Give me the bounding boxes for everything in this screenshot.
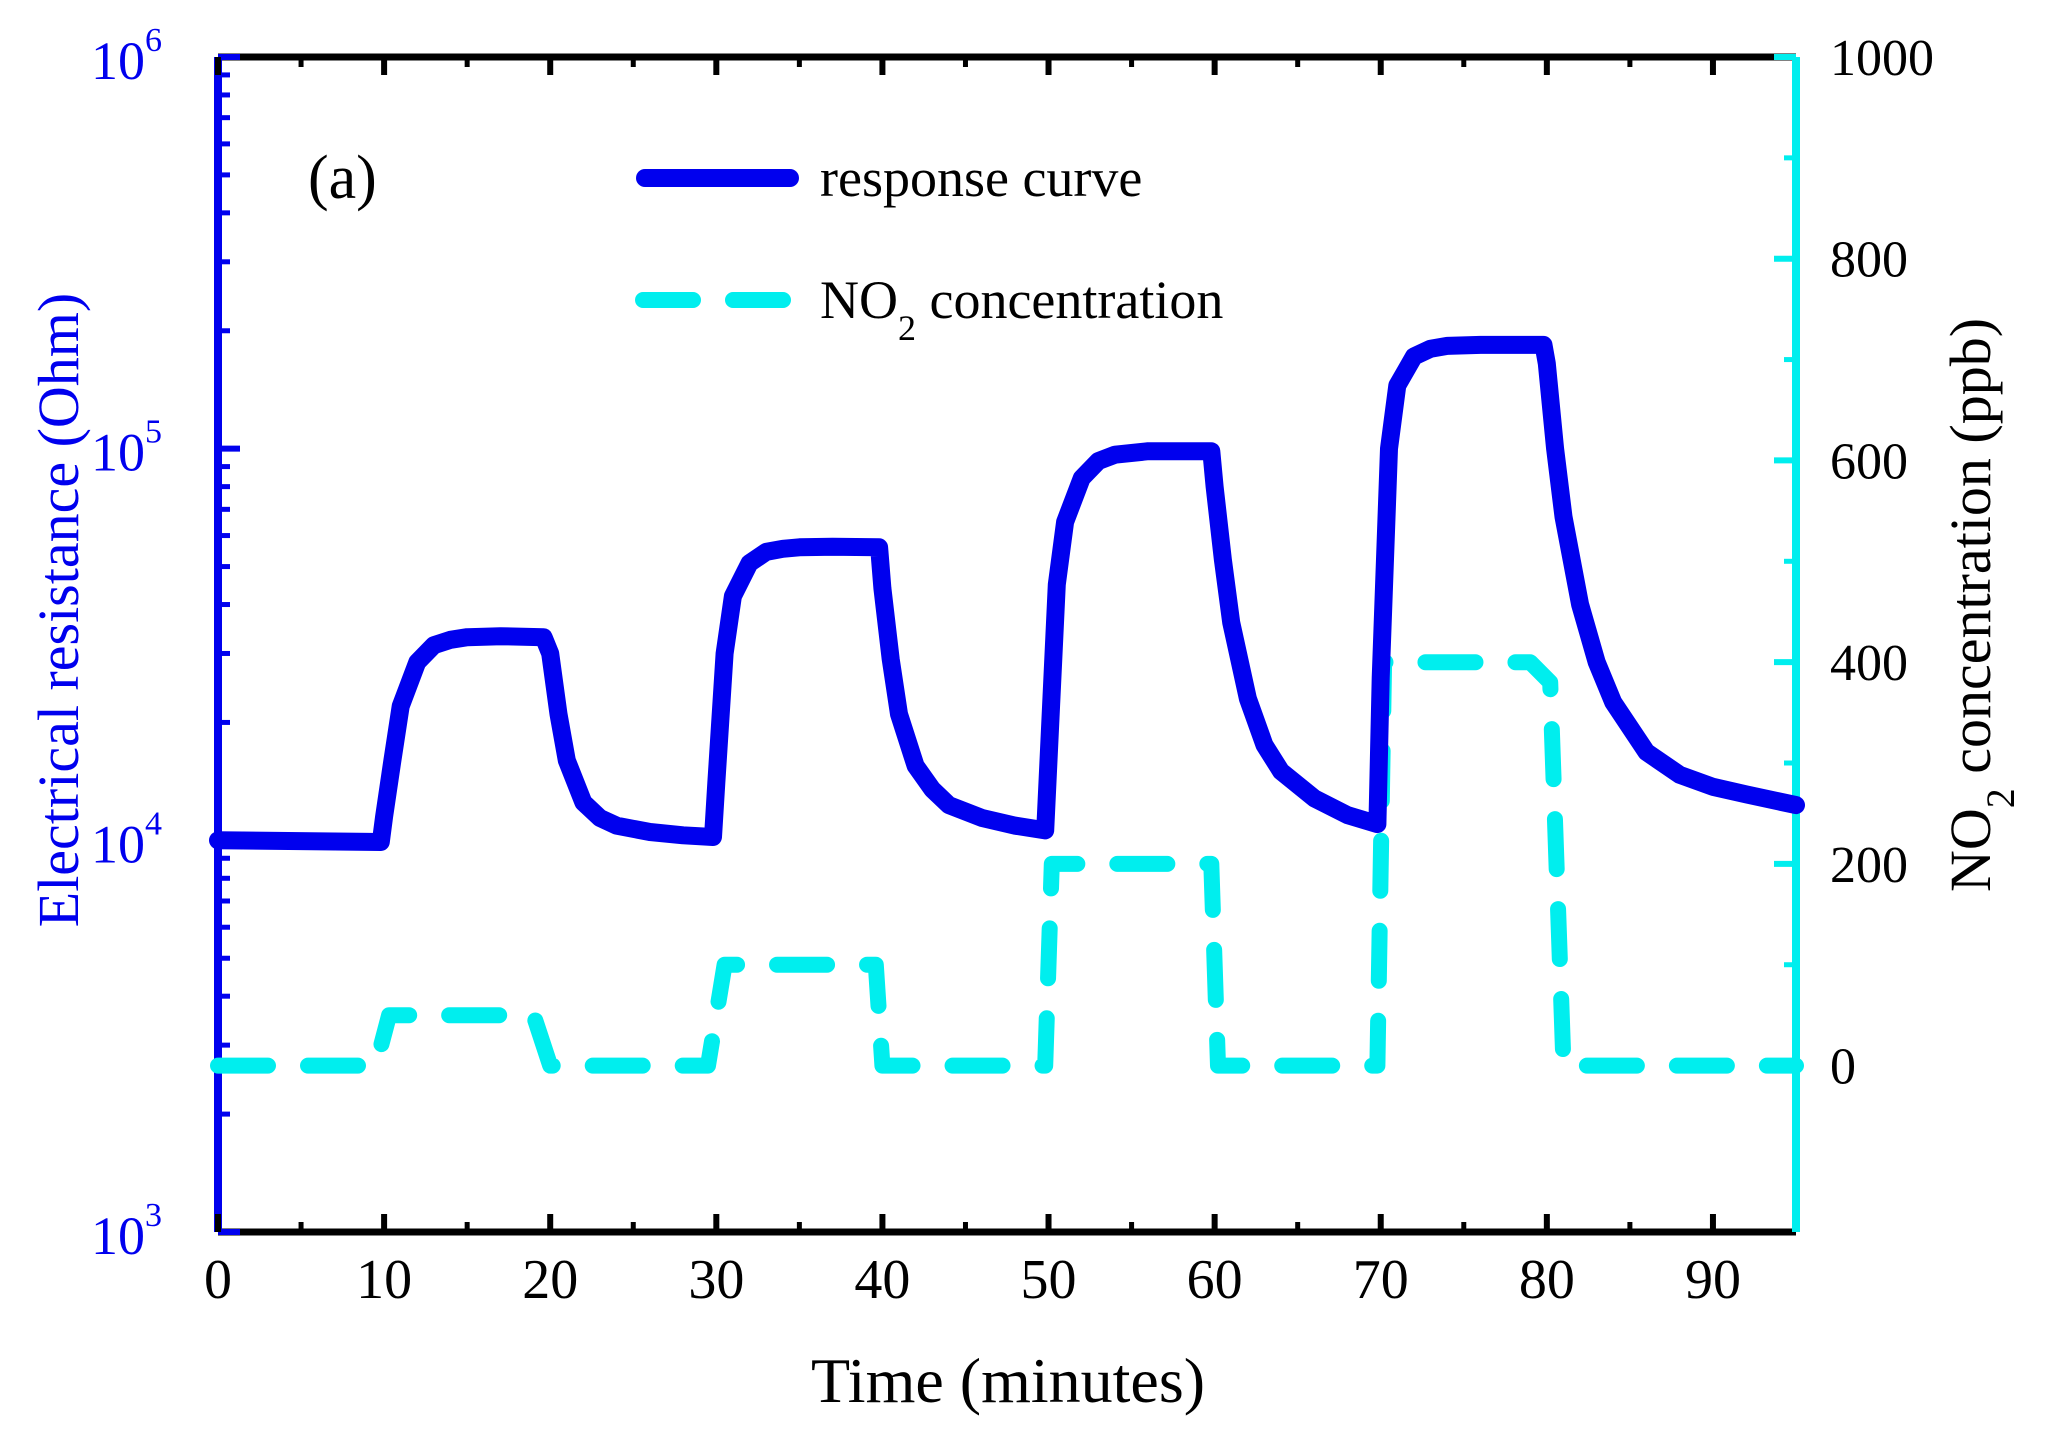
- left-axis-ticks: 103 104 105 106: [91, 22, 240, 1266]
- panel-label: (a): [308, 144, 377, 212]
- x-tick-label: 40: [854, 1249, 910, 1311]
- right-tick-label: 1000: [1830, 30, 1934, 87]
- right-axis-ticks: 0 200 400 600 800 1000: [1774, 30, 1934, 1096]
- left-tick-label: 103: [91, 1197, 162, 1266]
- series-line-response-curve: [209, 335, 1805, 851]
- series-line-no2-concentration: [210, 654, 1804, 1074]
- right-tick-label: 400: [1830, 635, 1908, 692]
- right-tick-label: 0: [1830, 1039, 1856, 1096]
- legend: response curve NO2 concentration: [635, 148, 1223, 348]
- x-tick-label: 0: [204, 1249, 232, 1311]
- right-tick-label: 600: [1830, 433, 1908, 490]
- right-axis-title: NO2 concentration (ppb): [1938, 318, 2023, 892]
- x-tick-label: 10: [356, 1249, 412, 1311]
- right-tick-label: 800: [1830, 232, 1908, 289]
- x-tick-label: 90: [1685, 1249, 1741, 1311]
- plot-frame: [214, 53, 1800, 1236]
- legend-label-response-curve: response curve: [820, 148, 1142, 208]
- legend-label-no2-concentration: NO2 concentration: [820, 270, 1223, 348]
- x-tick-label: 50: [1021, 1249, 1077, 1311]
- x-tick-label: 60: [1187, 1249, 1243, 1311]
- left-tick-label: 105: [91, 414, 162, 483]
- x-tick-label: 80: [1519, 1249, 1575, 1311]
- x-axis-title: Time (minutes): [811, 1345, 1205, 1416]
- left-axis-title: Electrical resistance (Ohm): [26, 293, 91, 927]
- series-layer: [209, 335, 1805, 1074]
- right-tick-label: 200: [1830, 837, 1908, 894]
- x-tick-label: 30: [688, 1249, 744, 1311]
- x-tick-label: 70: [1353, 1249, 1409, 1311]
- x-axis-ticks: 0 10 20 30 40 50 60 70 80 90: [204, 57, 1741, 1311]
- left-tick-label: 104: [91, 805, 162, 874]
- left-tick-label: 106: [91, 22, 162, 91]
- x-tick-label: 20: [522, 1249, 578, 1311]
